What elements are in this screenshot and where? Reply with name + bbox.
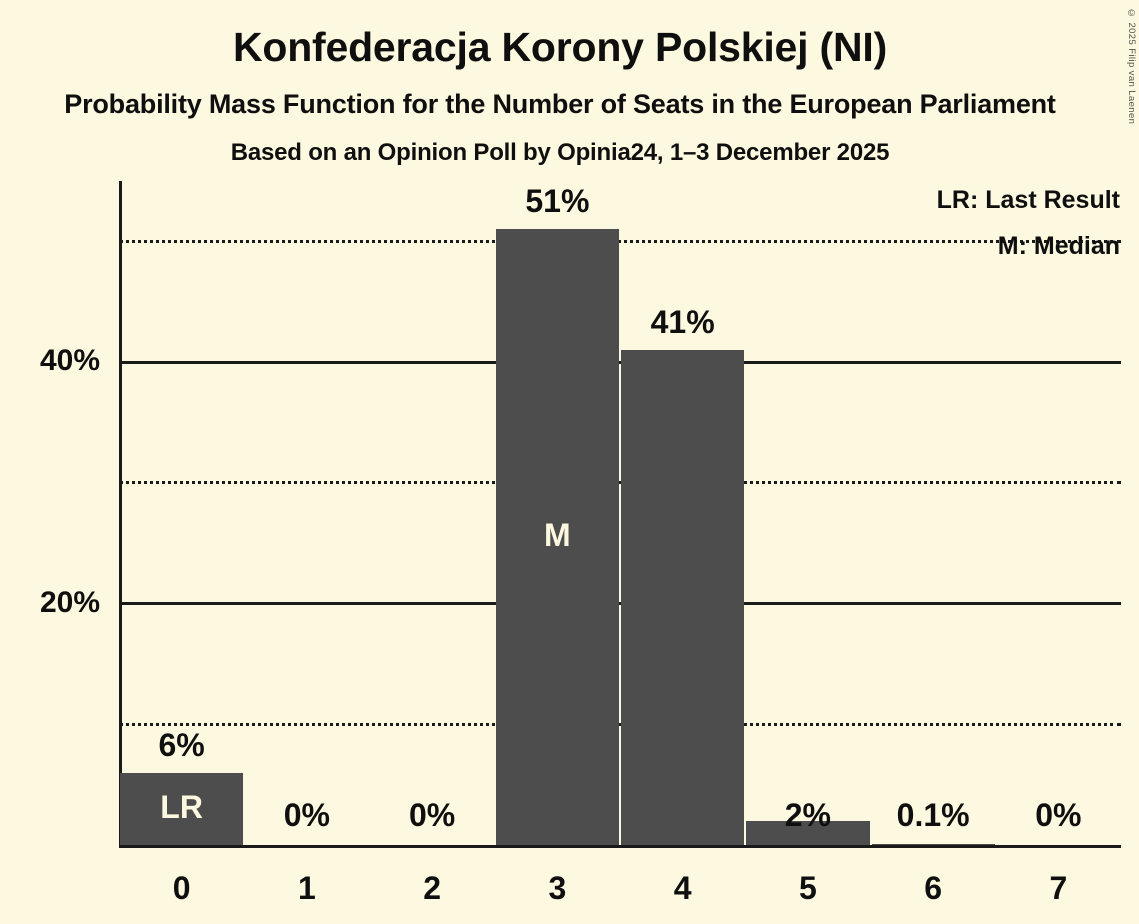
x-tick-label: 1 — [297, 870, 316, 906]
gridline-50 — [119, 239, 1121, 243]
chart-subtitle: Probability Mass Function for the Number… — [64, 89, 1056, 119]
x-axis-line — [119, 845, 1121, 848]
gridline-40 — [119, 360, 1121, 364]
median-marker: M — [544, 517, 571, 554]
bar-value-label: 0% — [409, 797, 456, 833]
bar — [871, 843, 995, 845]
copyright-notice: © 2025 Filip van Laenen — [1126, 8, 1137, 125]
gridline-30 — [119, 481, 1121, 485]
x-tick-label: 6 — [924, 870, 943, 906]
bar-value-label: 2% — [784, 797, 831, 833]
x-tick-label: 2 — [423, 870, 442, 906]
x-tick-label: 0 — [172, 870, 191, 906]
bar — [621, 350, 745, 845]
gridline-10 — [119, 722, 1121, 726]
last-result-marker: LR — [160, 788, 203, 825]
y-tick-label: 40% — [39, 344, 100, 378]
bar-value-label: 51% — [525, 183, 590, 220]
bar-value-label: 0% — [1035, 797, 1082, 833]
bar: LR — [120, 772, 244, 845]
legend-median: M: Median — [997, 232, 1120, 260]
page-title: Konfederacja Korony Polskiej (NI) — [232, 24, 888, 70]
gridline-20 — [119, 602, 1121, 606]
bar-value-label: 0% — [283, 797, 330, 833]
legend-last-result: LR: Last Result — [936, 186, 1120, 214]
bar — [746, 820, 870, 845]
x-tick-label: 5 — [798, 870, 817, 906]
y-tick-label: 20% — [39, 585, 100, 619]
chart-source-note: Based on an Opinion Poll by Opinia24, 1–… — [230, 139, 890, 166]
x-tick-label: 7 — [1049, 870, 1068, 906]
bar-value-label: 41% — [650, 304, 715, 341]
bar-value-label: 6% — [158, 726, 205, 763]
x-tick-label: 3 — [548, 870, 567, 906]
bar-value-label: 0.1% — [896, 797, 970, 833]
x-tick-label: 4 — [673, 870, 692, 906]
y-axis-line — [119, 181, 122, 848]
bar: M — [495, 229, 619, 845]
